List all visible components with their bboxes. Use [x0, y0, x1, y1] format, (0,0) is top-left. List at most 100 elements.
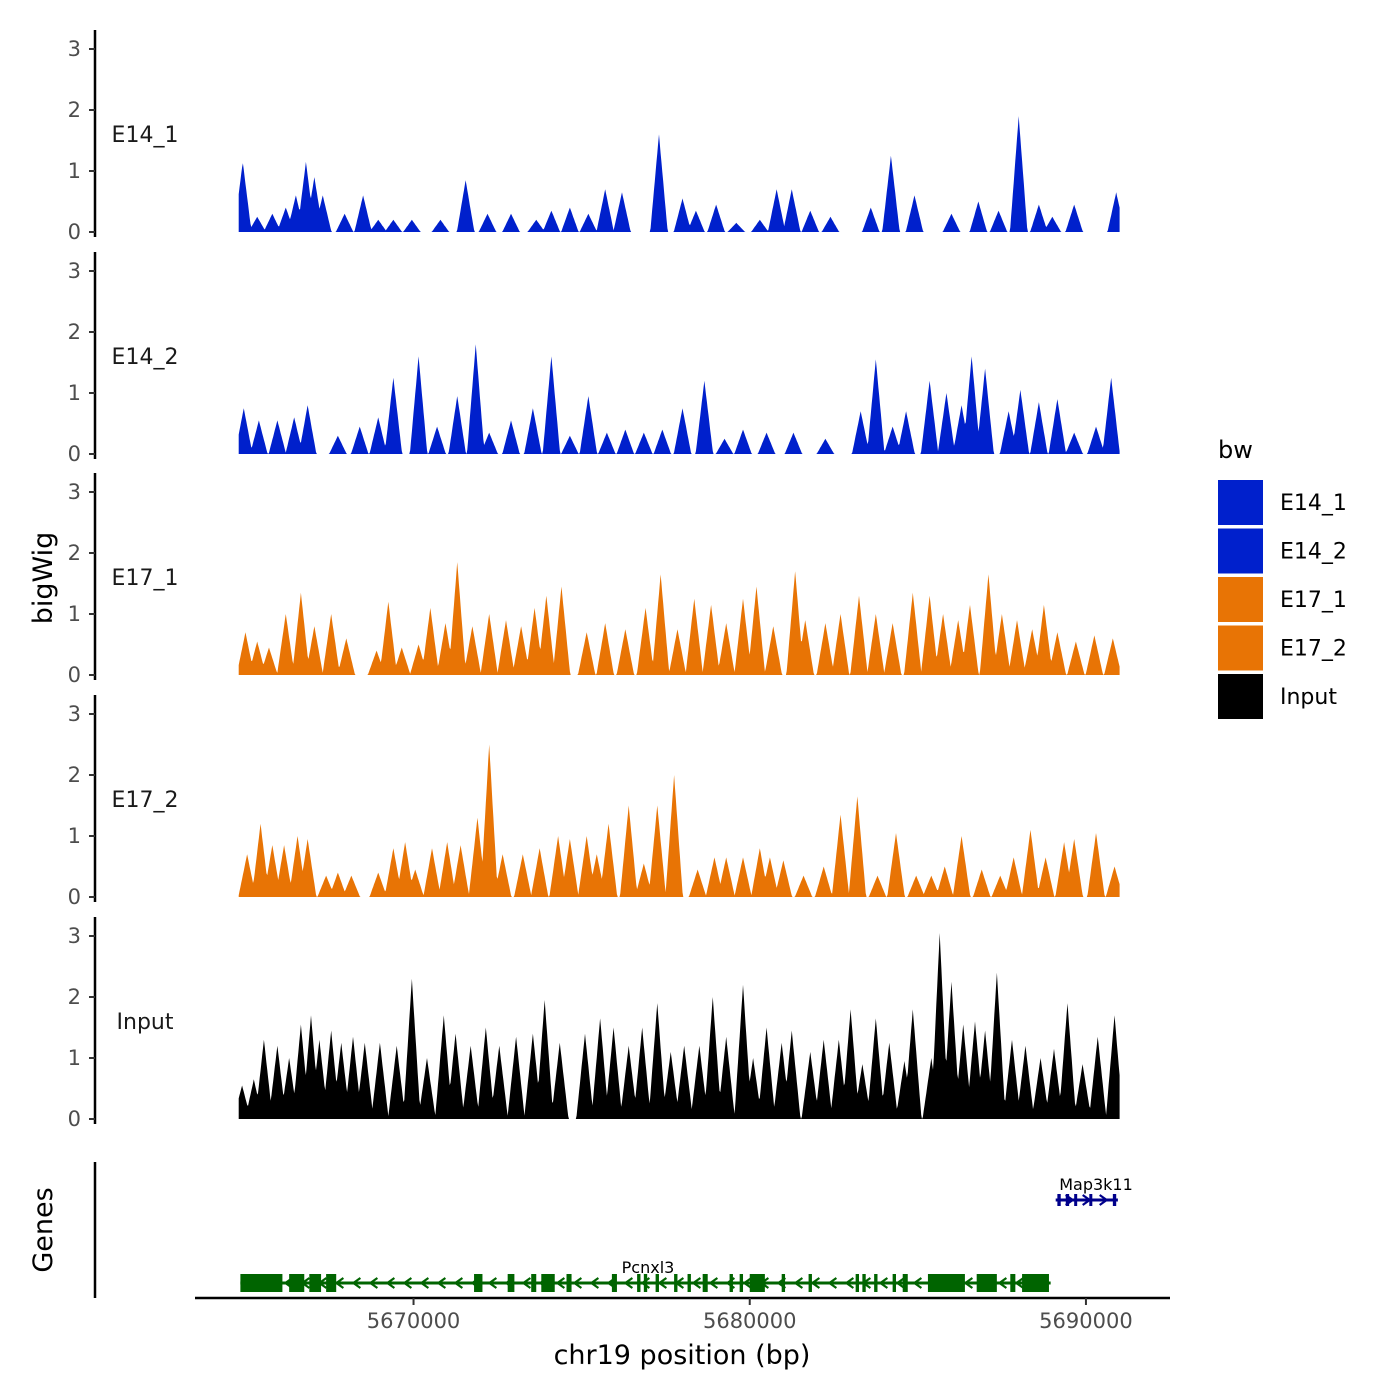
track-Input: 0 1 2 3 Input — [68, 917, 1120, 1131]
legend-label-E17_2: E17_2 — [1280, 637, 1347, 662]
y-tick-label: 2 — [68, 763, 81, 787]
strand-arrow — [895, 1277, 906, 1289]
exon — [309, 1274, 322, 1292]
exon — [474, 1274, 483, 1292]
exon — [674, 1274, 678, 1292]
x-tick-label: 5690000 — [1039, 1309, 1133, 1333]
exon — [1065, 1194, 1070, 1206]
track-label: Input — [117, 1010, 174, 1035]
track-E14_1: 0 1 2 3 E14_1 — [68, 30, 1120, 244]
x-tick-label: 5680000 — [703, 1309, 797, 1333]
track-label: E14_1 — [112, 123, 179, 148]
x-tick-label: 5670000 — [367, 1309, 461, 1333]
legend-key-E17_2 — [1218, 625, 1263, 671]
legend-key-Input — [1218, 674, 1263, 719]
exon — [874, 1274, 878, 1292]
exon — [611, 1274, 617, 1292]
strand-arrow — [453, 1277, 464, 1289]
strand-arrow — [572, 1277, 583, 1289]
strand-arrow — [1014, 1277, 1025, 1289]
strand-arrow — [810, 1277, 821, 1289]
strand-arrow — [555, 1277, 566, 1289]
exon — [1112, 1194, 1117, 1206]
strand-arrow — [334, 1277, 345, 1289]
exon — [862, 1274, 866, 1292]
exon — [240, 1274, 283, 1292]
legend: bw E14_1 E14_2 E17_1 E17_2 Input — [1218, 436, 1347, 719]
signal-area-E17_2 — [238, 744, 1120, 897]
exon — [1089, 1194, 1093, 1206]
strand-arrow — [827, 1277, 838, 1289]
y-tick-label: 1 — [68, 381, 81, 405]
exon — [739, 1274, 744, 1292]
y-tick-label: 3 — [68, 37, 81, 61]
track-label: E17_1 — [112, 566, 179, 591]
y-tick-label: 0 — [68, 1107, 81, 1131]
exon — [808, 1274, 812, 1292]
exon — [892, 1274, 896, 1292]
gene-Map3k11: Map3k11 — [1055, 1175, 1133, 1206]
strand-arrow — [368, 1277, 379, 1289]
exon — [976, 1274, 997, 1292]
exon — [855, 1274, 860, 1292]
strand-arrow — [878, 1277, 889, 1289]
genes-panel-title: Genes — [28, 1187, 59, 1272]
legend-title: bw — [1218, 436, 1253, 464]
exon — [643, 1274, 648, 1292]
exon — [289, 1274, 305, 1292]
strand-arrow — [351, 1277, 362, 1289]
legend-label-E17_1: E17_1 — [1280, 588, 1347, 613]
exon — [781, 1274, 786, 1292]
gene-Pcnxl3: Pcnxl3 — [240, 1258, 1051, 1292]
strand-arrow — [521, 1277, 532, 1289]
exon — [655, 1274, 659, 1292]
strand-arrow — [1099, 1194, 1109, 1206]
y-tick-label: 0 — [68, 220, 81, 244]
track-E17_2: 0 1 2 3 E17_2 — [68, 695, 1120, 909]
exon — [1057, 1194, 1061, 1206]
y-tick-label: 1 — [68, 159, 81, 183]
strand-arrow — [487, 1277, 498, 1289]
exon — [687, 1274, 691, 1292]
y-tick-label: 3 — [68, 924, 81, 948]
exon — [326, 1274, 337, 1292]
strand-arrow — [691, 1277, 702, 1289]
strand-arrow — [793, 1277, 804, 1289]
y-tick-label: 3 — [68, 480, 81, 504]
track-label: E14_2 — [112, 345, 179, 370]
legend-key-E14_1 — [1218, 480, 1263, 525]
y-tick-label: 1 — [68, 1046, 81, 1070]
y-tick-label: 0 — [68, 442, 81, 466]
legend-key-E14_2 — [1218, 528, 1263, 574]
signal-area-Input — [238, 933, 1120, 1119]
strand-arrow — [589, 1277, 600, 1289]
exon — [541, 1274, 555, 1292]
legend-label-E14_2: E14_2 — [1280, 540, 1347, 565]
signal-area-E14_2 — [238, 344, 1120, 454]
strand-arrow — [963, 1277, 974, 1289]
exon — [637, 1274, 641, 1292]
legend-label-Input: Input — [1280, 685, 1337, 710]
y-axis-title: bigWig — [28, 532, 59, 625]
strand-arrow — [742, 1277, 753, 1289]
x-axis-title: chr19 position (bp) — [554, 1340, 811, 1371]
track-label: E17_2 — [112, 788, 179, 813]
strand-arrow — [912, 1277, 923, 1289]
legend-label-E14_1: E14_1 — [1280, 491, 1347, 516]
strand-arrow — [419, 1277, 430, 1289]
signal-area-E17_1 — [238, 562, 1120, 675]
y-tick-label: 0 — [68, 885, 81, 909]
exon — [749, 1274, 765, 1292]
gene-label: Pcnxl3 — [622, 1258, 675, 1277]
strand-arrow — [997, 1277, 1008, 1289]
genes-group: Pcnxl3 Map3k11 — [240, 1175, 1133, 1292]
y-tick-label: 2 — [68, 98, 81, 122]
strand-arrow — [708, 1277, 719, 1289]
legend-key-E17_1 — [1218, 577, 1263, 622]
strand-arrow — [436, 1277, 447, 1289]
exon — [1074, 1194, 1078, 1206]
exon — [729, 1274, 733, 1292]
exon — [1010, 1274, 1016, 1292]
y-tick-label: 2 — [68, 320, 81, 344]
